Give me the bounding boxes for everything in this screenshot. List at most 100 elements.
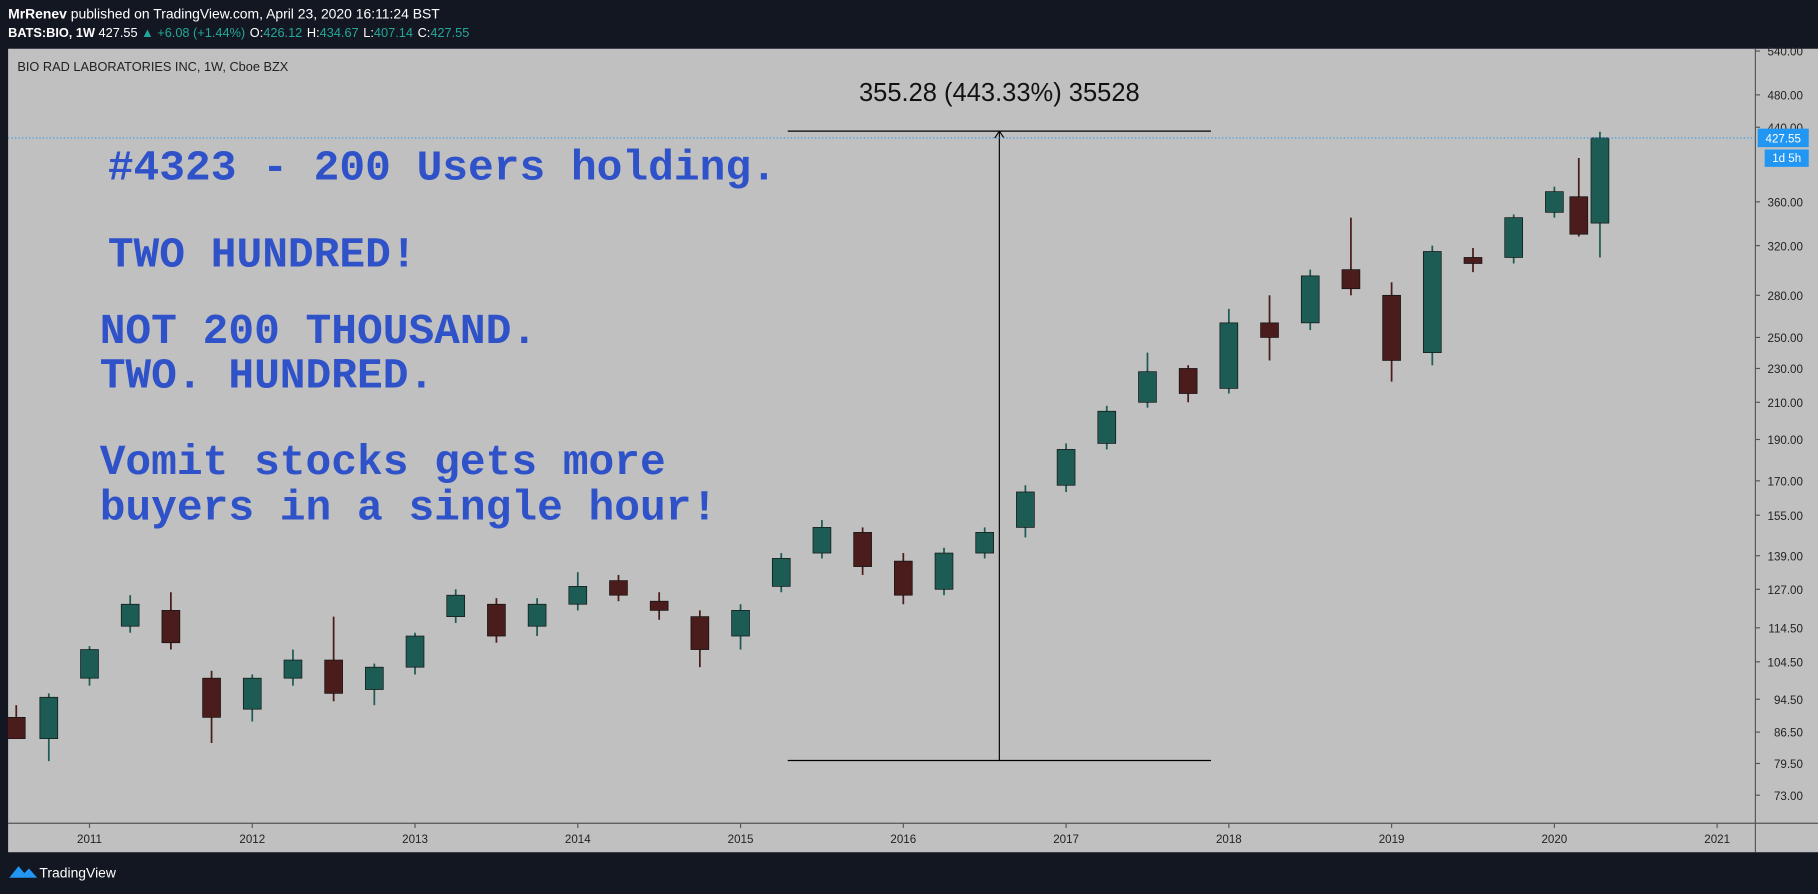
ohlc-label: L: [363,25,374,40]
candle-body [1423,251,1442,353]
candle-body [1300,275,1320,324]
candle-body [771,558,791,587]
x-tick-label: 2013 [402,834,428,846]
x-tick-label: 2021 [1704,834,1730,846]
y-tick-label: 86.50 [1774,728,1803,740]
price-label-box [1757,128,1809,148]
x-tick-label: 2011 [77,834,102,846]
candle-body [568,586,588,605]
annotation: TWO HUNDRED! [108,231,417,280]
candle-body [1341,269,1361,290]
y-tick-label: 210.00 [1768,398,1803,410]
annotation: TWO. HUNDRED. [100,351,434,400]
candle-body [1504,217,1523,258]
candle-body [853,532,872,567]
brand-name: TradingView [39,865,116,881]
candle-body [405,635,425,668]
x-tick-label: 2014 [565,834,591,846]
y-tick-label: 170.00 [1768,476,1803,488]
x-tick-label: 2020 [1541,834,1567,846]
last: 427.55 [99,25,138,40]
ohlc-label: H: [307,25,320,40]
candle-body [527,603,547,627]
y-tick-label: 360.00 [1768,197,1803,209]
candle-body [1097,410,1117,444]
chart-pane [8,48,1756,824]
header-line: MrRenev published on TradingView.com, Ap… [8,6,440,22]
annotation: #4323 - 200 Users holding. [108,144,777,193]
y-tick-label: 73.00 [1774,791,1803,803]
y-tick-label: 139.00 [1768,551,1803,563]
candle-body [812,527,832,554]
candle-body [1260,322,1279,338]
candle-body [731,610,750,637]
x-tick-label: 2016 [890,834,916,846]
quote-line: BATS:BIO, 1W 427.55 ▲ +6.08 (+1.44%) O:42… [8,25,469,40]
candle-body [609,580,628,596]
candle-body [1056,449,1076,486]
annotation: Vomit stocks gets more [100,438,666,487]
x-tick-label: 2018 [1216,834,1242,846]
time-axis [8,823,1818,853]
candle-body [649,600,669,611]
candle-body [975,532,995,554]
candle-body [39,696,59,739]
x-tick-label: 2015 [728,834,754,846]
y-tick-label: 190.00 [1768,435,1803,447]
candle-body [242,677,262,710]
candle-body [1138,371,1157,403]
x-tick-label: 2017 [1053,834,1079,846]
y-tick-label: 127.00 [1768,585,1803,597]
price-axis [1755,48,1818,824]
chart-title: BIO RAD LABORATORIES INC, 1W, Cboe BZX [17,59,288,74]
brand: TradingView [9,865,117,881]
candle-body [6,717,26,739]
candle-body [894,560,913,596]
candle-body [1219,322,1239,389]
ohlc-value: 434.67 [320,25,359,40]
candle-body [1178,368,1198,394]
x-tick-label: 2012 [239,834,265,846]
y-tick-label: 280.00 [1768,291,1803,303]
y-tick-label: 540.00 [1768,47,1803,59]
ohlc-label: C: [418,25,431,40]
candle-body [1016,491,1035,528]
published: published on TradingView.com, April 23, … [71,6,441,22]
countdown: 1d 5h [1772,153,1801,165]
candle-body [1463,257,1483,264]
candle-body [324,659,343,694]
annotation: buyers in a single hour! [100,483,718,532]
y-tick-label: 480.00 [1768,91,1803,103]
y-tick-label: 79.50 [1774,759,1803,771]
candle-body [365,666,384,690]
logo [9,866,38,878]
candle-body [161,610,181,644]
candle-body [202,677,221,718]
y-tick-label: 114.50 [1768,623,1803,635]
candle-body [1590,137,1610,224]
y-tick-label: 155.00 [1768,511,1803,523]
ohlc-label: O: [250,25,263,40]
y-tick-label: 250.00 [1768,333,1803,345]
measure-label: 355.28 (443.33%) 35528 [859,79,1140,107]
candle-body [283,659,303,679]
candle-body [1545,191,1564,213]
annotation: NOT 200 THOUSAND. [100,307,537,356]
y-tick-label: 230.00 [1768,364,1803,376]
candle-body [1382,294,1401,361]
countdown-box [1764,149,1809,167]
y-tick-label: 94.50 [1774,695,1803,707]
ohlc-value: 426.12 [263,25,302,40]
price-label: 427.55 [1766,134,1801,146]
candle-body [690,616,710,650]
y-tick-label: 320.00 [1768,241,1803,253]
candle-body [934,552,954,590]
y-tick-label: 104.50 [1768,657,1803,669]
candle-body [120,603,140,627]
candle-body [80,649,99,679]
change: ▲ +6.08 (+1.44%) [141,25,245,40]
candle-body [1569,196,1589,235]
ohlc-value: 427.55 [430,25,469,40]
